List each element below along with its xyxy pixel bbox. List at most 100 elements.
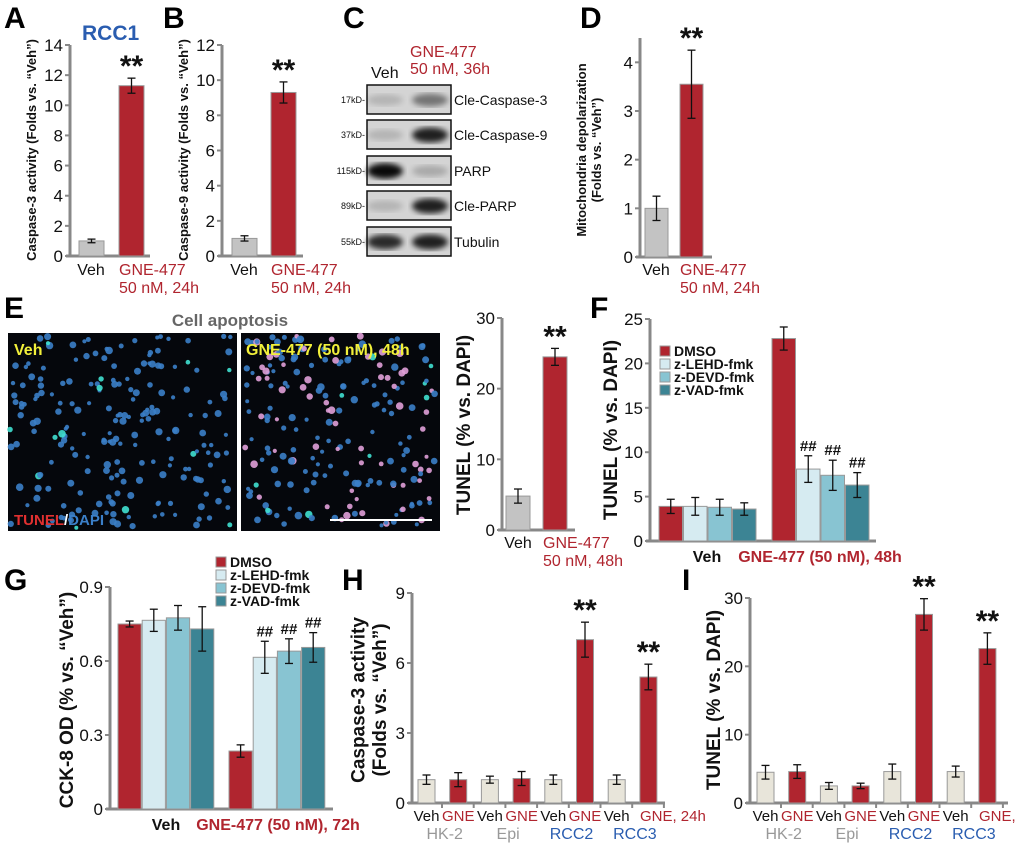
category-label: GNE-477 (50 nM), 48h: [738, 549, 902, 566]
y-axis-label-line: (Folds vs. “Veh”): [589, 98, 604, 203]
bar-label: Veh: [604, 808, 630, 825]
y-tick-label: 8: [206, 106, 215, 125]
y-tick-label: 20: [724, 657, 743, 676]
blot-row: 17kD- Cle-Caspase-3: [341, 84, 548, 115]
y-axis-label: Caspase-9 activity (Folds vs. “Veh”): [176, 39, 191, 261]
y-tick-label: 0.6: [79, 652, 103, 671]
legend-swatch: [659, 371, 671, 383]
bar: [978, 648, 997, 804]
legend-item: z-DEVD-fmk: [659, 369, 754, 385]
blot-label: PARP: [454, 163, 491, 179]
legend-label: DMSO: [674, 343, 716, 359]
hash-marker: ##: [824, 442, 841, 459]
y-tick-label: 0: [634, 532, 643, 551]
category-label: Veh: [504, 535, 532, 552]
blot-band: [367, 129, 403, 141]
chart-a: 0 2 4 6 8 10 12 14 Caspase-3 activity (Folds vs.…: [24, 36, 199, 297]
bar-z-vad-fmk: [301, 646, 326, 810]
y-tick-label: 0: [624, 248, 633, 267]
group-label: RCC3: [613, 826, 657, 843]
group-label: RCC3: [952, 826, 996, 843]
y-tick-label: 12: [44, 66, 63, 85]
y-tick-label: 2: [206, 212, 215, 231]
y-tick-label: 15: [624, 399, 643, 418]
blot-header-veh: Veh: [371, 65, 399, 82]
y-tick-label: 0.9: [79, 578, 103, 597]
blot-band: [412, 127, 448, 143]
y-tick-label: 6: [206, 142, 215, 161]
blot-band: [412, 234, 448, 250]
category-label: GNE-477 (50 nM), 72h: [196, 817, 360, 834]
bar-z-lehd-fmk: [141, 619, 166, 810]
legend-label: z-DEVD-fmk: [230, 580, 310, 596]
bar-label: Veh: [414, 808, 440, 825]
cell-nuclei: [7, 332, 438, 530]
panel-letter-e: E: [4, 292, 24, 325]
hash-marker: ##: [256, 623, 273, 640]
blot-label: Cle-PARP: [454, 198, 517, 214]
legend-label: DMSO: [230, 554, 272, 570]
bar-label: GNE: [505, 808, 538, 825]
y-axis-label: Caspase-3 activity(Folds vs. “Veh”): [348, 617, 391, 783]
panel-letter-g: G: [4, 564, 27, 597]
chart-b: 0 2 4 6 8 10 12 Caspase-9 activity (Folds vs. “…: [176, 36, 351, 297]
blot-row: 89kD- Cle-PARP: [341, 190, 517, 221]
blot-marker: 17kD-: [341, 95, 365, 105]
bar-label: GNE: [844, 808, 877, 825]
y-axis-label-line: (Folds vs. “Veh”): [370, 623, 391, 776]
category-label: Veh: [642, 262, 670, 279]
bar-dmso: [771, 338, 796, 542]
blot-band: [412, 198, 448, 214]
bar: [915, 613, 933, 804]
category-label: 50 nM, 24h: [119, 280, 199, 297]
significance-marker: **: [912, 571, 936, 604]
bar-label: GNE, 24h: [640, 808, 706, 825]
y-tick-label: 0: [94, 800, 103, 819]
bar-label: GNE: [442, 808, 475, 825]
y-tick-label: 9: [396, 584, 405, 603]
hash-marker: ##: [305, 615, 322, 632]
category-label: GNE-477: [119, 262, 186, 279]
blot-row: 37kD- Cle-Caspase-9: [341, 119, 548, 150]
micro-title: Cell apoptosis: [172, 311, 288, 330]
bar: [118, 85, 145, 257]
legend-label: z-VAD-fmk: [230, 593, 300, 609]
y-tick-label: 3: [624, 102, 633, 121]
bar-z-lehd-fmk: [252, 656, 277, 810]
blot-band: [367, 234, 403, 250]
legend-label: z-DEVD-fmk: [674, 369, 754, 385]
y-tick-label: 20: [476, 380, 495, 399]
panel-letter-i: I: [682, 564, 690, 597]
bar: [542, 356, 568, 531]
chart-h: 0 3 6 9 Caspase-3 activity(Folds vs. “Veh”) V…: [348, 584, 706, 843]
y-axis-label: Caspase-3 activity (Folds vs. “Veh”): [24, 39, 39, 261]
category-label: 50 nM, 24h: [680, 280, 760, 297]
micro-label-veh: Veh: [14, 342, 42, 359]
y-tick-label: 4: [206, 177, 215, 196]
y-axis-label: TUNEL (% vs. DAPI): [704, 610, 725, 790]
hash-marker: ##: [849, 455, 866, 472]
bar-label: Veh: [943, 808, 969, 825]
legend-label: z-LEHD-fmk: [674, 356, 754, 372]
bar-z-devd-fmk: [276, 650, 302, 810]
bar-label: GNE: [908, 808, 941, 825]
significance-marker: **: [543, 320, 567, 353]
blot-label: Cle-Caspase-9: [454, 127, 548, 143]
microscopy-image: Cell apoptosis Veh GNE-477 (50 nM), 48h TUN…: [7, 311, 440, 531]
y-axis-label: CCK-8 OD (% vs. “Veh”): [57, 592, 78, 808]
micro-divider: [237, 333, 241, 531]
blot-marker: 37kD-: [341, 130, 365, 140]
group-label: RCC2: [550, 826, 594, 843]
legend-swatch: [215, 556, 227, 568]
legend-item: z-DEVD-fmk: [215, 580, 310, 596]
micro-stain-legend: TUNEL/DAPI: [14, 512, 104, 529]
blot-row: 115kD- PARP: [337, 155, 491, 186]
y-axis-label-line: Caspase-3 activity: [348, 617, 369, 783]
blot-band: [412, 165, 448, 177]
category-label: GNE-477: [271, 262, 338, 279]
